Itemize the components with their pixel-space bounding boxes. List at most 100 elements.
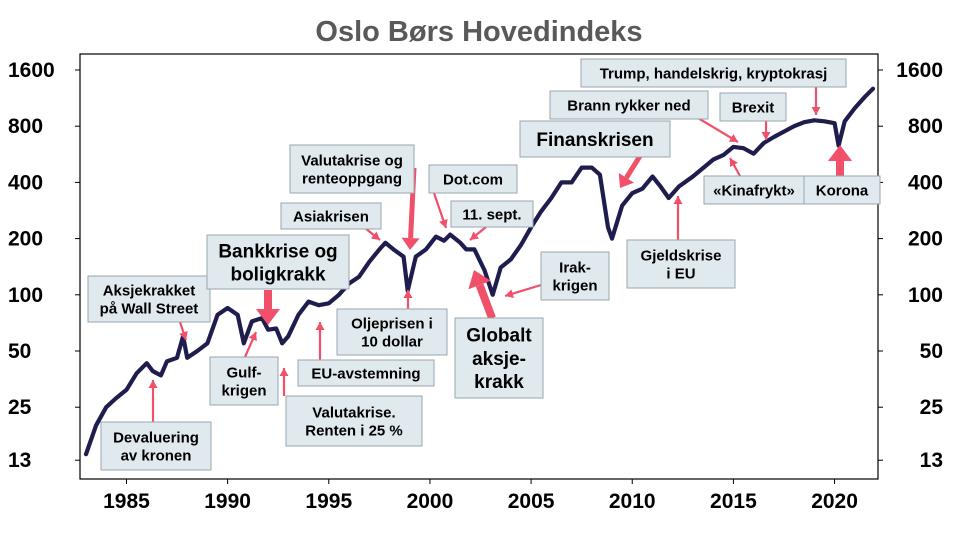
annotation-label: Finanskrisen <box>536 130 653 151</box>
data-point <box>667 196 671 200</box>
data-point <box>559 180 564 184</box>
data-point <box>472 247 476 251</box>
index-line <box>83 86 876 457</box>
data-point <box>863 95 867 99</box>
data-point <box>464 247 468 251</box>
annotation-label: Brexit <box>732 99 775 116</box>
data-point <box>519 243 523 247</box>
y-tick-label-left: 400 <box>8 171 43 194</box>
data-point <box>317 303 321 307</box>
annotation-label: i EU <box>666 266 695 283</box>
annotation-arrowhead <box>505 289 514 298</box>
data-point <box>792 124 796 128</box>
data-point <box>448 233 452 237</box>
data-point <box>337 293 341 297</box>
data-point <box>242 341 246 345</box>
y-tick-label-left: 1600 <box>8 59 55 82</box>
data-point <box>491 293 495 297</box>
series-layer <box>83 86 876 457</box>
data-point <box>104 405 108 409</box>
data-point <box>802 120 806 124</box>
data-point <box>606 225 610 229</box>
annotation-arrowhead <box>401 237 420 250</box>
data-point <box>677 185 681 189</box>
y-tick-label-right: 100 <box>908 284 943 307</box>
y-tick-label-right: 400 <box>908 171 943 194</box>
annotation-label: EU-avstemning <box>311 365 420 382</box>
x-tick-label: 1995 <box>305 490 352 513</box>
y-tick-label-right: 50 <box>920 340 943 363</box>
annotation-box: Dot.com <box>428 164 518 194</box>
annotation-label: Devaluering <box>113 429 199 446</box>
data-point <box>114 396 118 400</box>
chart-title: Oslo Børs Hovedindeks <box>315 16 642 48</box>
annotation-box: Trump, handelskrig, kryptokrasj <box>580 58 847 88</box>
y-tick-label-left: 800 <box>8 115 43 138</box>
data-point <box>822 119 827 123</box>
annotation-box: Oljeprisen i 10 dollar <box>336 308 448 356</box>
data-point <box>691 174 695 179</box>
data-point <box>442 239 446 243</box>
data-point <box>280 341 284 345</box>
data-point <box>853 106 857 110</box>
data-point <box>871 87 875 91</box>
annotation-arrowhead <box>470 231 480 240</box>
data-point <box>185 356 189 360</box>
data-point <box>135 371 139 375</box>
y-tick-label-left: 25 <box>8 396 32 419</box>
data-point <box>458 241 462 245</box>
annotation-arrowhead <box>279 368 289 376</box>
data-point <box>175 356 179 360</box>
data-point <box>434 235 438 239</box>
data-point <box>327 301 331 305</box>
data-point <box>402 255 406 259</box>
annotation-arrowhead <box>315 322 325 330</box>
data-point <box>274 326 278 331</box>
annotation-label: på Wall Street <box>100 301 199 318</box>
data-point <box>843 119 847 123</box>
data-point <box>414 255 418 259</box>
annotation-box: Brann rykker ned <box>549 90 709 120</box>
x-tick-label: 2010 <box>609 490 656 513</box>
x-tick-label: 2020 <box>811 490 858 513</box>
annotation-box: Aksjekrakket på Wall Street <box>87 275 211 323</box>
data-point <box>94 423 98 427</box>
annotation-arrowhead <box>403 290 413 298</box>
data-point <box>151 369 155 373</box>
annotation-arrowhead <box>728 134 738 142</box>
data-point <box>124 388 129 392</box>
data-point <box>383 241 387 245</box>
annotation-box: Gjeldskrise i EU <box>626 239 736 289</box>
annotation-box: Korona <box>803 175 881 205</box>
data-point <box>570 180 574 184</box>
data-point <box>640 187 645 191</box>
annotation-label: Valutakrise og <box>301 152 403 169</box>
annotation-label: Brann rykker ned <box>567 97 690 114</box>
annotation-box: Asiakrisen <box>280 202 382 230</box>
annotation-box: Irak-krigen <box>540 251 610 301</box>
data-point <box>195 349 199 353</box>
annotation-arrowhead <box>811 107 821 115</box>
y-tick-label-left: 50 <box>8 340 31 363</box>
annotation-box: Valutakrise og renteoppgang <box>289 144 415 194</box>
annotation-label: krakk <box>474 372 524 393</box>
data-point <box>306 300 311 304</box>
annotation-label: 10 dollar <box>361 334 423 351</box>
annotation-arrowhead <box>179 330 188 340</box>
y-tick-label-right: 25 <box>920 396 944 419</box>
data-point <box>205 341 209 345</box>
data-point <box>250 319 254 323</box>
annotation-label: Gjeldskrise <box>641 247 722 264</box>
annotation-box: Valutakrise. Renten i 25 % <box>285 395 423 447</box>
data-point <box>226 306 230 310</box>
data-point <box>549 196 553 200</box>
data-point <box>580 166 584 170</box>
data-point <box>659 185 663 189</box>
y-tick-label-right: 200 <box>908 228 943 251</box>
data-point <box>424 247 428 251</box>
annotation-arrowhead <box>673 196 683 204</box>
data-point <box>215 313 220 317</box>
